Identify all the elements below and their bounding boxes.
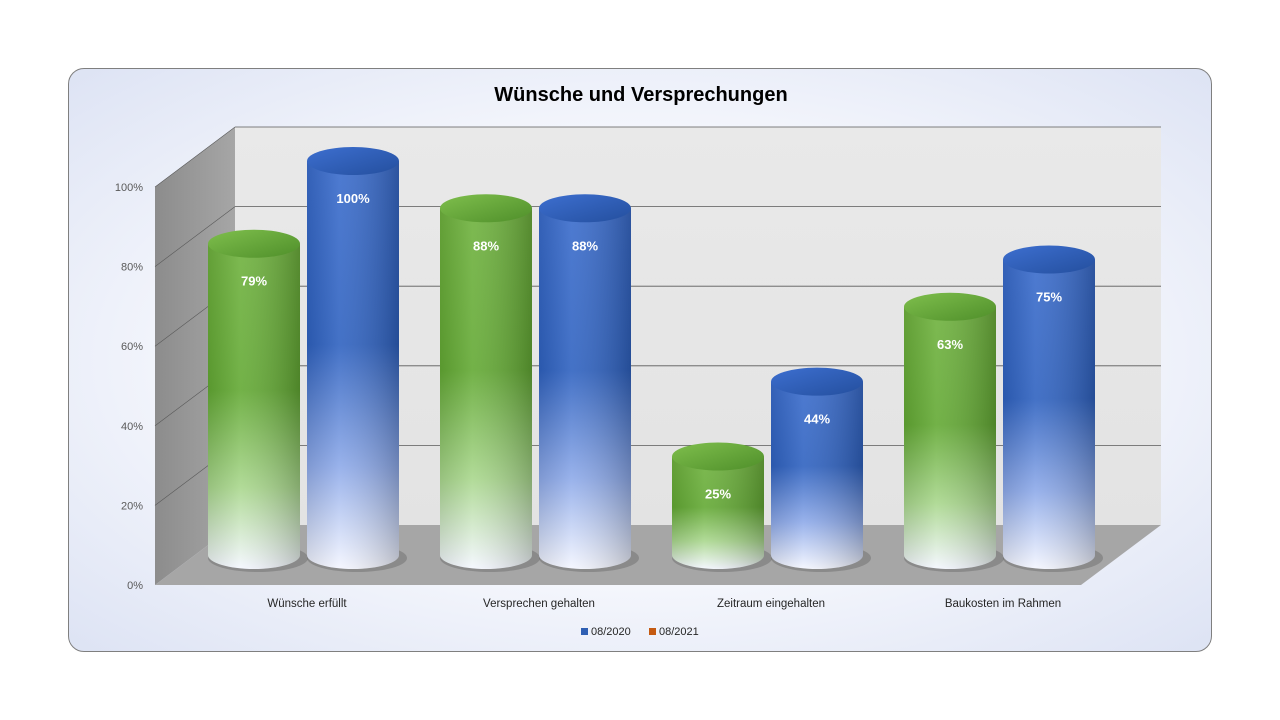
legend: 08/2020 08/2021 [581,626,699,638]
bar-value-label: 44% [804,412,830,427]
bar: 25% [672,442,772,572]
bar-value-label: 25% [705,487,731,502]
bar-shading [771,381,863,569]
bar-value-label: 88% [473,238,499,253]
legend-label-series-1: 08/2020 [591,626,631,638]
bar-value-label: 79% [241,274,267,289]
bar-value-label: 88% [572,238,598,253]
bar: 79% [208,229,308,572]
bar-top [307,147,399,175]
category-label: Baukosten im Rahmen [945,598,1061,610]
bar-shading [440,208,532,569]
chart-svg: 0% 20% 40% 60% 80% 100% 79% 100% 88% 88% 25% 44% 63… [115,84,1161,638]
bar: 63% [904,292,1004,572]
y-tick-label: 100% [115,182,143,194]
bar-top [904,292,996,321]
y-tick-label: 60% [121,341,143,353]
bar-shading [539,208,631,569]
bar: 100% [307,147,407,572]
gridline-side [154,126,236,188]
bar-shading [307,161,399,569]
bar: 88% [539,194,639,572]
bar: 88% [440,194,540,572]
legend-swatch-series-1 [581,628,588,635]
category-label: Versprechen gehalten [483,598,595,610]
bar-top [771,367,863,396]
bars: 79% 100% 88% 88% 25% 44% 63% 75% [208,147,1103,572]
category-label: Wünsche erfüllt [267,598,347,610]
bar-shading [1003,259,1095,569]
legend-item-series-2: 08/2021 [649,626,699,638]
bar-shading [904,306,996,569]
category-labels: Wünsche erfüllt Versprechen gehalten Zeitr… [267,598,1061,610]
bar-shading [208,243,300,569]
bar: 44% [771,367,871,572]
legend-swatch-series-2 [649,628,656,635]
bar-value-label: 75% [1036,290,1062,305]
bar-top [208,229,300,258]
bar-value-label: 100% [336,191,370,206]
y-tick-label: 20% [121,500,143,512]
bar-top [672,442,764,471]
bar-shading [672,456,764,569]
bar: 75% [1003,245,1103,572]
chart-title: Wünsche und Versprechungen [494,84,787,106]
bar-top [1003,245,1095,274]
y-axis-ticks: 0% 20% 40% 60% 80% 100% [115,182,143,592]
chart-frame: 0% 20% 40% 60% 80% 100% 79% 100% 88% 88% 25% 44% 63… [68,68,1212,652]
y-tick-label: 0% [127,580,143,592]
legend-label-series-2: 08/2021 [659,626,699,638]
legend-item-series-1: 08/2020 [581,626,631,638]
bar-top [539,194,631,223]
y-tick-label: 40% [121,421,143,433]
gridline-side [154,206,236,267]
y-tick-label: 80% [121,262,143,274]
bar-value-label: 63% [937,337,963,352]
category-label: Zeitraum eingehalten [717,598,825,610]
bar-top [440,194,532,223]
